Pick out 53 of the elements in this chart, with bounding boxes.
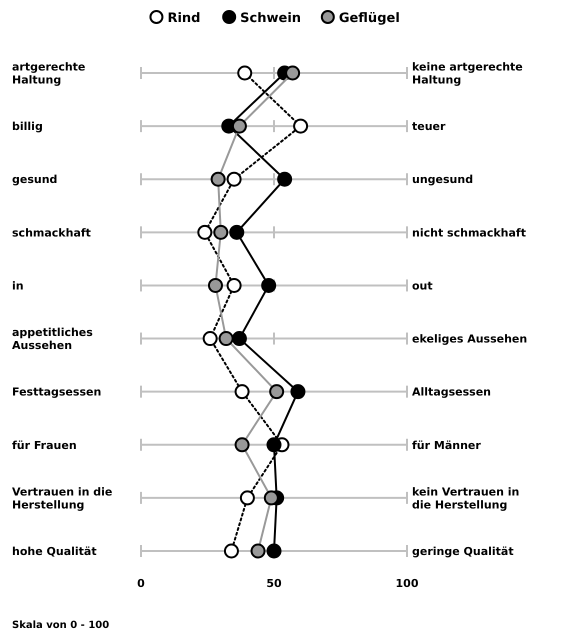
point xyxy=(266,544,282,558)
y2-tick-label: teuer xyxy=(412,120,446,134)
point xyxy=(197,224,212,240)
y2-tick-label: ungesund xyxy=(412,173,474,186)
point xyxy=(229,224,244,240)
legend-label: Schwein xyxy=(240,11,302,26)
point xyxy=(226,278,242,293)
y-tick-label: schmackhaft xyxy=(12,226,91,240)
point xyxy=(269,384,284,400)
legend-label: Rind xyxy=(167,11,200,26)
point xyxy=(213,224,228,240)
point xyxy=(226,172,242,187)
x-tick-label: 50 xyxy=(266,577,282,590)
y2-tick-label: out xyxy=(412,279,433,292)
text: Skala von 0 - 100 xyxy=(12,620,110,631)
point xyxy=(266,437,282,452)
point xyxy=(237,66,252,80)
point xyxy=(293,118,308,134)
point xyxy=(208,278,223,293)
y2-tick-label: keine artgerechte Haltung xyxy=(412,60,523,86)
y-tick-label: Vertrauen in die Herstellung xyxy=(12,485,112,512)
point xyxy=(240,490,255,506)
point xyxy=(232,331,247,346)
y-tick-label: billig xyxy=(12,120,43,134)
y2-tick-label: ekeliges Aussehen xyxy=(412,332,528,346)
point xyxy=(250,544,266,558)
point xyxy=(285,66,300,80)
point xyxy=(234,437,250,452)
point xyxy=(224,544,239,558)
y-tick-label: gesund xyxy=(12,173,58,186)
y2-tick-label: für Männer xyxy=(412,438,482,452)
point xyxy=(210,172,226,187)
point xyxy=(202,331,218,346)
y-tick-label: appetitliches Aussehen xyxy=(12,326,94,352)
y-tick-label: artgerechte Haltung xyxy=(12,60,86,86)
y-tick-label: in xyxy=(12,279,24,292)
point xyxy=(277,172,292,187)
y-tick-label: für Frauen xyxy=(12,438,77,452)
point xyxy=(232,118,247,134)
y2-tick-label: Alltagsessen xyxy=(412,386,492,399)
x-tick-label: 100 xyxy=(396,577,419,590)
point xyxy=(261,278,276,293)
point xyxy=(264,490,279,506)
legend-label: Geflügel xyxy=(338,11,400,26)
y-tick-label: hohe Qualität xyxy=(12,545,97,558)
y2-tick-label: geringe Qualität xyxy=(412,545,514,558)
x-tick-label: 0 xyxy=(137,577,146,590)
y2-tick-label: kein Vertrauen in die Herstellung xyxy=(412,485,520,512)
point xyxy=(234,384,250,400)
y-tick-label: Festtagsessen xyxy=(12,386,102,399)
y2-tick-label: nicht schmackhaft xyxy=(412,226,526,240)
point xyxy=(290,384,306,400)
point xyxy=(218,331,234,346)
